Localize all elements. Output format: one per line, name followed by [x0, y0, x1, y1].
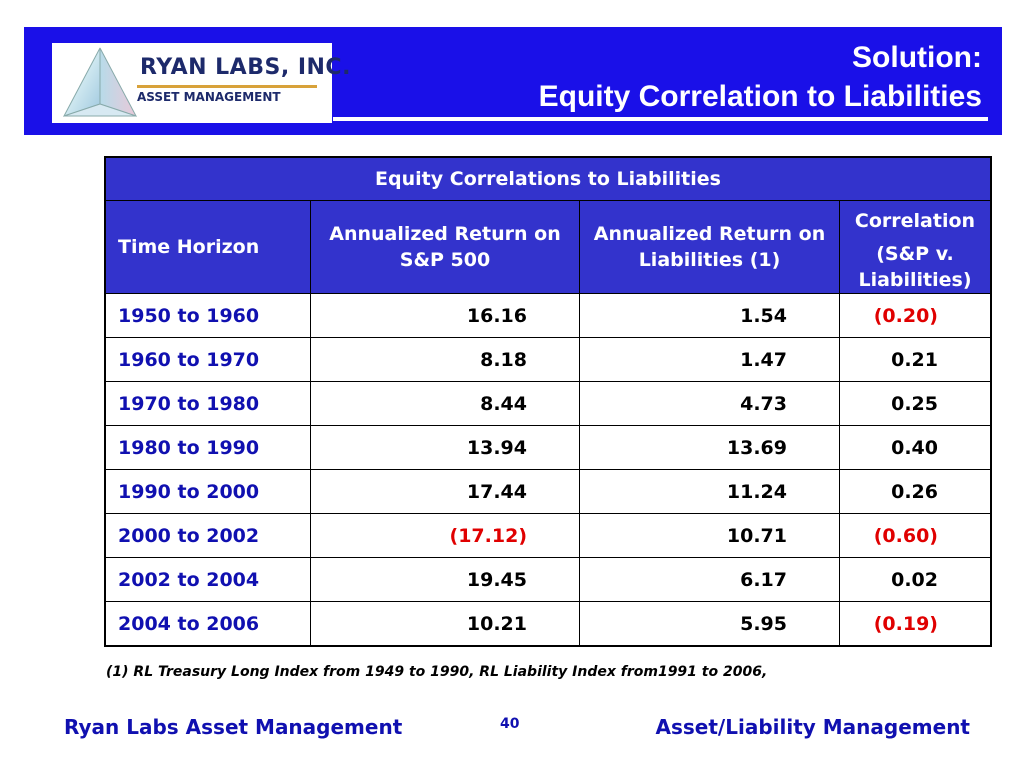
cell-correlation: (0.20) [839, 293, 992, 338]
col-header-correlation-line1: Correlation [854, 210, 976, 232]
title-underline [333, 117, 988, 121]
cell-time-horizon: 1950 to 1960 [104, 293, 311, 338]
cell-sp500-return: 16.16 [310, 293, 580, 338]
logo-company-name: RYAN LABS, INC. [140, 55, 351, 80]
cell-sp500-return: 13.94 [310, 425, 580, 470]
pyramid-logo-icon [62, 47, 138, 117]
slide-title-line2: Equity Correlation to Liabilities [538, 80, 982, 113]
cell-liabilities-return: 4.73 [579, 381, 840, 426]
cell-liabilities-return: 6.17 [579, 557, 840, 602]
cell-sp500-return: (17.12) [310, 513, 580, 558]
footer-company: Ryan Labs Asset Management [64, 715, 403, 739]
col-header-correlation-line2: (S&P v. Liabilities) [858, 243, 972, 291]
table-footnote: (1) RL Treasury Long Index from 1949 to … [106, 664, 768, 680]
table-row: 2002 to 2004 19.45 6.17 0.02 [104, 557, 992, 602]
cell-correlation: 0.02 [839, 557, 992, 602]
cell-correlation: (0.19) [839, 601, 992, 647]
col-header-time-horizon: Time Horizon [104, 200, 311, 294]
cell-correlation: (0.60) [839, 513, 992, 558]
table-row: 1990 to 2000 17.44 11.24 0.26 [104, 469, 992, 514]
col-header-liabilities-return: Annualized Return on Liabilities (1) [579, 200, 840, 294]
cell-correlation: 0.40 [839, 425, 992, 470]
footer-topic: Asset/Liability Management [655, 715, 970, 739]
table-row: 1970 to 1980 8.44 4.73 0.25 [104, 381, 992, 426]
cell-sp500-return: 8.44 [310, 381, 580, 426]
table-row: 1960 to 1970 8.18 1.47 0.21 [104, 337, 992, 382]
cell-correlation: 0.21 [839, 337, 992, 382]
cell-liabilities-return: 5.95 [579, 601, 840, 647]
cell-sp500-return: 8.18 [310, 337, 580, 382]
cell-liabilities-return: 13.69 [579, 425, 840, 470]
slide-title-line1: Solution: [852, 41, 982, 74]
correlation-table: Equity Correlations to Liabilities Time … [104, 156, 992, 647]
cell-correlation: 0.26 [839, 469, 992, 514]
col-header-sp500-return: Annualized Return on S&P 500 [310, 200, 580, 294]
cell-time-horizon: 1970 to 1980 [104, 381, 311, 426]
cell-time-horizon: 2002 to 2004 [104, 557, 311, 602]
page-number: 40 [500, 716, 520, 732]
company-logo: RYAN LABS, INC. ASSET MANAGEMENT [52, 43, 350, 123]
table-caption: Equity Correlations to Liabilities [104, 156, 992, 201]
cell-sp500-return: 17.44 [310, 469, 580, 514]
logo-divider [137, 85, 317, 88]
cell-sp500-return: 19.45 [310, 557, 580, 602]
table-row: 1950 to 1960 16.16 1.54 (0.20) [104, 293, 992, 338]
cell-sp500-return: 10.21 [310, 601, 580, 647]
col-header-correlation: Correlation (S&P v. Liabilities) [839, 200, 992, 294]
table-row: 2004 to 2006 10.21 5.95 (0.19) [104, 601, 992, 647]
cell-time-horizon: 1980 to 1990 [104, 425, 311, 470]
table-row: 2000 to 2002 (17.12) 10.71 (0.60) [104, 513, 992, 558]
cell-correlation: 0.25 [839, 381, 992, 426]
table-row: 1980 to 1990 13.94 13.69 0.40 [104, 425, 992, 470]
cell-time-horizon: 2004 to 2006 [104, 601, 311, 647]
cell-liabilities-return: 1.54 [579, 293, 840, 338]
cell-time-horizon: 2000 to 2002 [104, 513, 311, 558]
cell-liabilities-return: 1.47 [579, 337, 840, 382]
logo-subtitle: ASSET MANAGEMENT [137, 90, 281, 104]
cell-liabilities-return: 10.71 [579, 513, 840, 558]
cell-time-horizon: 1990 to 2000 [104, 469, 311, 514]
cell-time-horizon: 1960 to 1970 [104, 337, 311, 382]
cell-liabilities-return: 11.24 [579, 469, 840, 514]
